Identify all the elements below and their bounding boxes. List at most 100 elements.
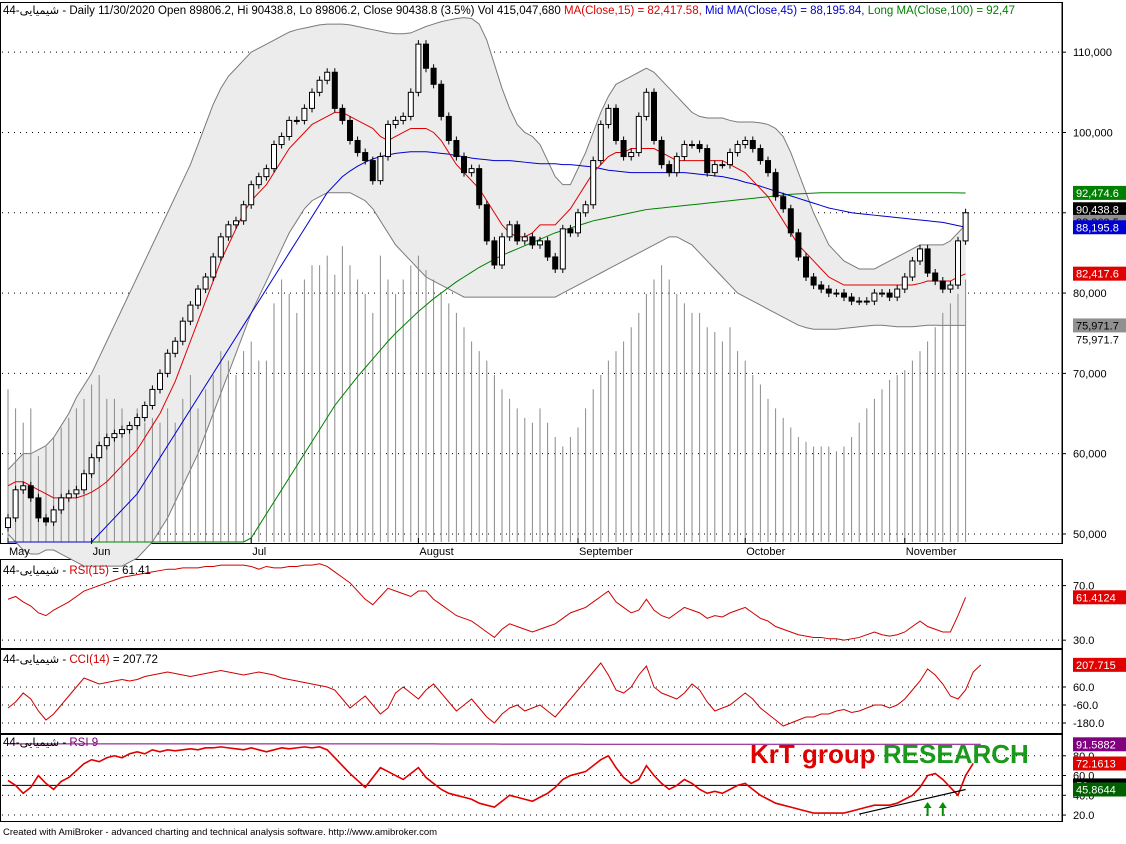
- candle-body: [340, 108, 345, 120]
- candle-body: [743, 141, 748, 145]
- candle-body: [363, 153, 368, 161]
- candle-body: [6, 518, 11, 528]
- candle-body: [36, 498, 41, 518]
- candle-body: [89, 458, 94, 474]
- candle-body: [925, 249, 930, 273]
- candle-body: [895, 289, 900, 297]
- price-value-tag: 82,417.6: [1076, 269, 1119, 281]
- candle-body: [576, 213, 581, 233]
- month-label: Jun: [93, 546, 111, 558]
- candle-body: [135, 418, 140, 426]
- cci14-header: 44-شیمیایی - CCI(14) = 207.72: [3, 654, 158, 666]
- month-label: Jul: [252, 546, 266, 558]
- candle-body: [591, 161, 596, 205]
- candle-body: [378, 157, 383, 181]
- candle-body: [408, 92, 413, 116]
- candle-body: [218, 237, 223, 257]
- candle-body: [120, 430, 125, 434]
- candle-body: [530, 237, 535, 245]
- candle-body: [264, 169, 269, 177]
- candle-body: [887, 293, 892, 297]
- month-label: October: [746, 546, 785, 558]
- candle-body: [918, 249, 923, 261]
- candle-body: [963, 213, 968, 241]
- candle-body: [857, 301, 862, 302]
- candle-body: [606, 108, 611, 124]
- month-label: September: [579, 546, 633, 558]
- candle-body: [234, 221, 239, 225]
- candle-body: [241, 205, 246, 221]
- candle-body: [728, 153, 733, 165]
- candle-body: [74, 490, 79, 494]
- candle-body: [545, 241, 550, 257]
- candle-body: [13, 490, 18, 518]
- candle-body: [614, 108, 619, 140]
- candle-body: [758, 149, 763, 161]
- candle-body: [332, 72, 337, 108]
- y-tick-label: 60.0: [1073, 682, 1094, 694]
- candle-body: [507, 225, 512, 237]
- candle-body: [150, 389, 155, 405]
- candle-body: [500, 237, 505, 265]
- candle-body: [553, 257, 558, 269]
- candle-body: [872, 293, 877, 301]
- candle-body: [697, 145, 702, 149]
- y-tick-label: 20.0: [1073, 810, 1094, 822]
- price-value-tag: 92,474.6: [1076, 188, 1119, 200]
- candle-body: [28, 486, 33, 498]
- buy-arrow-icon: [924, 802, 932, 808]
- y-tick-label: 80,000: [1073, 288, 1107, 300]
- candle-body: [712, 165, 717, 173]
- y-tick-label: 60,000: [1073, 449, 1107, 461]
- candle-body: [750, 141, 755, 149]
- candle-body: [880, 293, 885, 294]
- candle-body: [424, 44, 429, 68]
- candle-body: [811, 277, 816, 285]
- candle-body: [439, 84, 444, 116]
- candle-body: [127, 426, 132, 430]
- price-value-tag: 75,971.7: [1076, 334, 1119, 346]
- candle-body: [766, 161, 771, 173]
- candle-body: [735, 145, 740, 153]
- rsi9-value-tag: 72.1613: [1076, 759, 1116, 771]
- y-tick-label: -180.0: [1073, 718, 1104, 730]
- month-label: May: [9, 546, 30, 558]
- candle-body: [560, 229, 565, 269]
- candle-body: [302, 108, 307, 120]
- candle-body: [310, 92, 315, 108]
- candle-body: [492, 241, 497, 265]
- candle-body: [598, 124, 603, 160]
- rsi9-value-tag: 91.5882: [1076, 739, 1116, 751]
- candle-body: [477, 169, 482, 205]
- candle-body: [279, 136, 284, 144]
- candle-body: [629, 153, 634, 157]
- candle-body: [348, 120, 353, 140]
- rsi15-value-tag: 61.4124: [1076, 592, 1116, 604]
- cci14-line: [8, 663, 981, 726]
- candle-body: [781, 197, 786, 209]
- candle-body: [82, 474, 87, 490]
- candle-body: [469, 169, 474, 173]
- candle-body: [659, 141, 664, 165]
- month-label: August: [419, 546, 453, 558]
- y-tick-label: 30.0: [1073, 635, 1094, 647]
- candle-body: [484, 205, 489, 241]
- candle-body: [948, 285, 953, 289]
- candle-body: [142, 405, 147, 417]
- month-label: November: [906, 546, 957, 558]
- candle-body: [272, 145, 277, 169]
- candle-body: [104, 438, 109, 446]
- candle-body: [819, 285, 824, 289]
- rsi9-header: 44-شیمیایی - RSI 9: [3, 737, 98, 749]
- y-tick-label: 110,000: [1073, 47, 1112, 59]
- y-tick-label: -60.0: [1073, 700, 1098, 712]
- candle-body: [59, 498, 64, 510]
- candle-body: [933, 273, 938, 281]
- pane-frame-1: [1, 560, 1063, 649]
- price-header: 44-شیمیایی - Daily 11/30/2020 Open 89806…: [3, 5, 1015, 17]
- candle-body: [325, 72, 330, 80]
- candle-body: [431, 68, 436, 84]
- price-value-tag: 90,438.8: [1076, 204, 1119, 216]
